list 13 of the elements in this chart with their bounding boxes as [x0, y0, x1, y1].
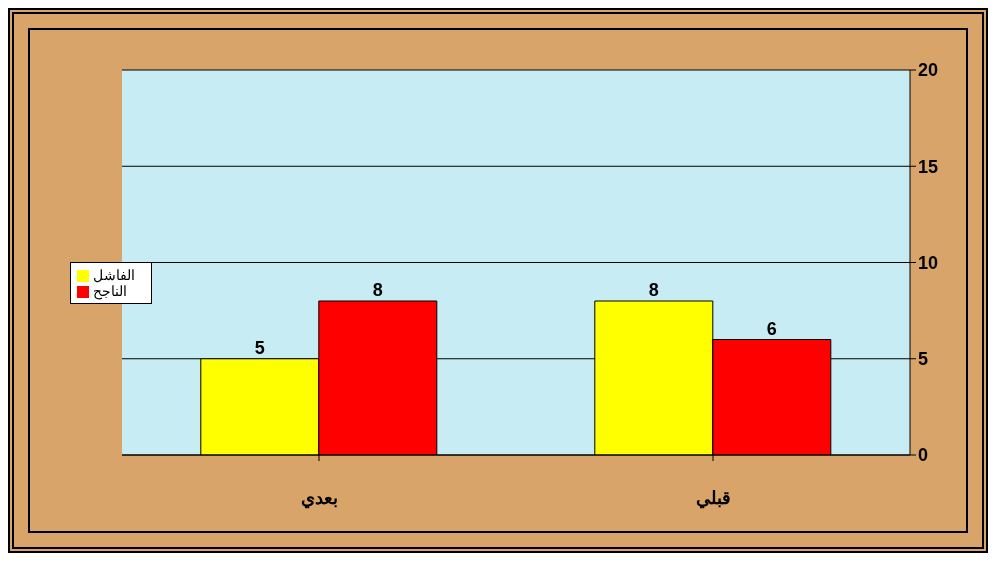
legend-label: الفاشل: [93, 266, 135, 283]
data-label: 8: [372, 280, 383, 300]
y-tick-label: 20: [918, 60, 939, 81]
y-tick-label: 10: [918, 252, 939, 273]
y-tick-label: 15: [918, 156, 939, 177]
x-tick-label: قبلي: [695, 487, 731, 509]
x-tick-label: بعدي: [300, 487, 338, 509]
data-label: 5: [254, 337, 265, 358]
data-label: 6: [766, 318, 777, 339]
y-tick-label: 5: [918, 349, 929, 370]
legend-label: الناجح: [93, 282, 127, 299]
y-tick-label: 0: [918, 445, 929, 466]
data-label: 8: [648, 280, 659, 300]
